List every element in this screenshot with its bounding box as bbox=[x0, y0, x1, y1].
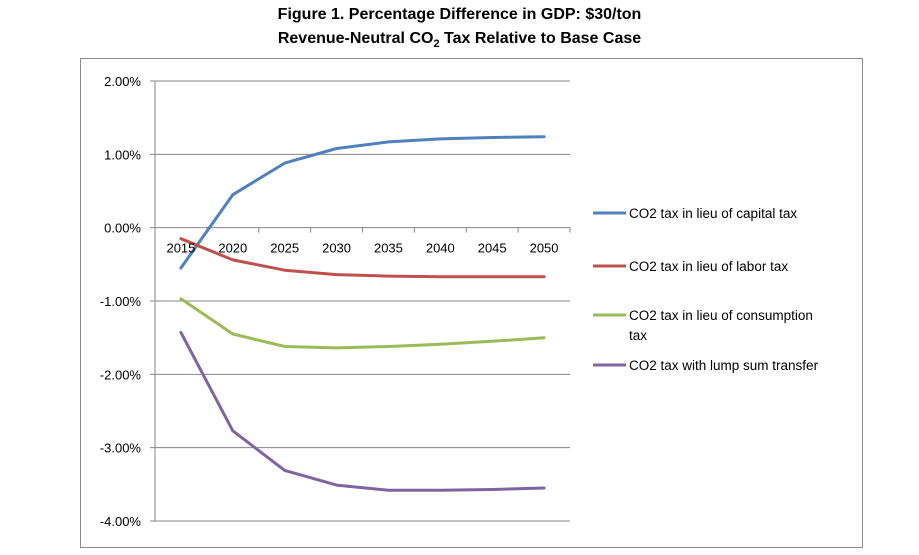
title-line-2-suffix: Tax Relative to Base Case bbox=[439, 30, 642, 47]
y-tick-label: -4.00% bbox=[100, 514, 142, 529]
chart-title-line-1: Figure 1. Percentage Difference in GDP: … bbox=[277, 6, 642, 23]
x-tick-label: 2025 bbox=[270, 241, 299, 256]
series-line-3 bbox=[179, 297, 546, 350]
x-tick-label: 2045 bbox=[478, 241, 507, 256]
x-tick-label: 2040 bbox=[426, 241, 455, 256]
y-tick-label: -2.00% bbox=[100, 367, 142, 382]
x-tick-label: 2015 bbox=[166, 241, 195, 256]
title-subscript: 2 bbox=[433, 38, 440, 51]
y-tick-label: -3.00% bbox=[100, 441, 142, 456]
y-tick-label: -1.00% bbox=[100, 294, 142, 309]
legend-label-2: CO2 tax in lieu of labor tax bbox=[629, 259, 788, 274]
series-line-4 bbox=[179, 331, 546, 492]
x-tick-label: 2035 bbox=[374, 241, 403, 256]
series-line-2 bbox=[179, 237, 546, 279]
chart-title-line-2: Revenue-Neutral CO2 Tax Relative to Base… bbox=[0, 30, 919, 50]
chart-frame bbox=[80, 58, 863, 548]
title-line-2-prefix: Revenue-Neutral CO bbox=[277, 30, 434, 47]
y-tick-label: 0.00% bbox=[104, 221, 141, 236]
x-tick-label: 2020 bbox=[218, 241, 247, 256]
legend-label-3: tax bbox=[629, 328, 647, 343]
series-line-1 bbox=[179, 135, 546, 270]
y-tick-label: 1.00% bbox=[104, 147, 141, 162]
legend-label-3: CO2 tax in lieu of consumption bbox=[629, 308, 813, 323]
x-tick-label: 2050 bbox=[530, 241, 559, 256]
legend-label-4: CO2 tax with lump sum transfer bbox=[629, 358, 819, 373]
legend-label-1: CO2 tax in lieu of capital tax bbox=[629, 206, 797, 221]
x-tick-label: 2030 bbox=[322, 241, 351, 256]
y-tick-label: 2.00% bbox=[104, 74, 141, 89]
